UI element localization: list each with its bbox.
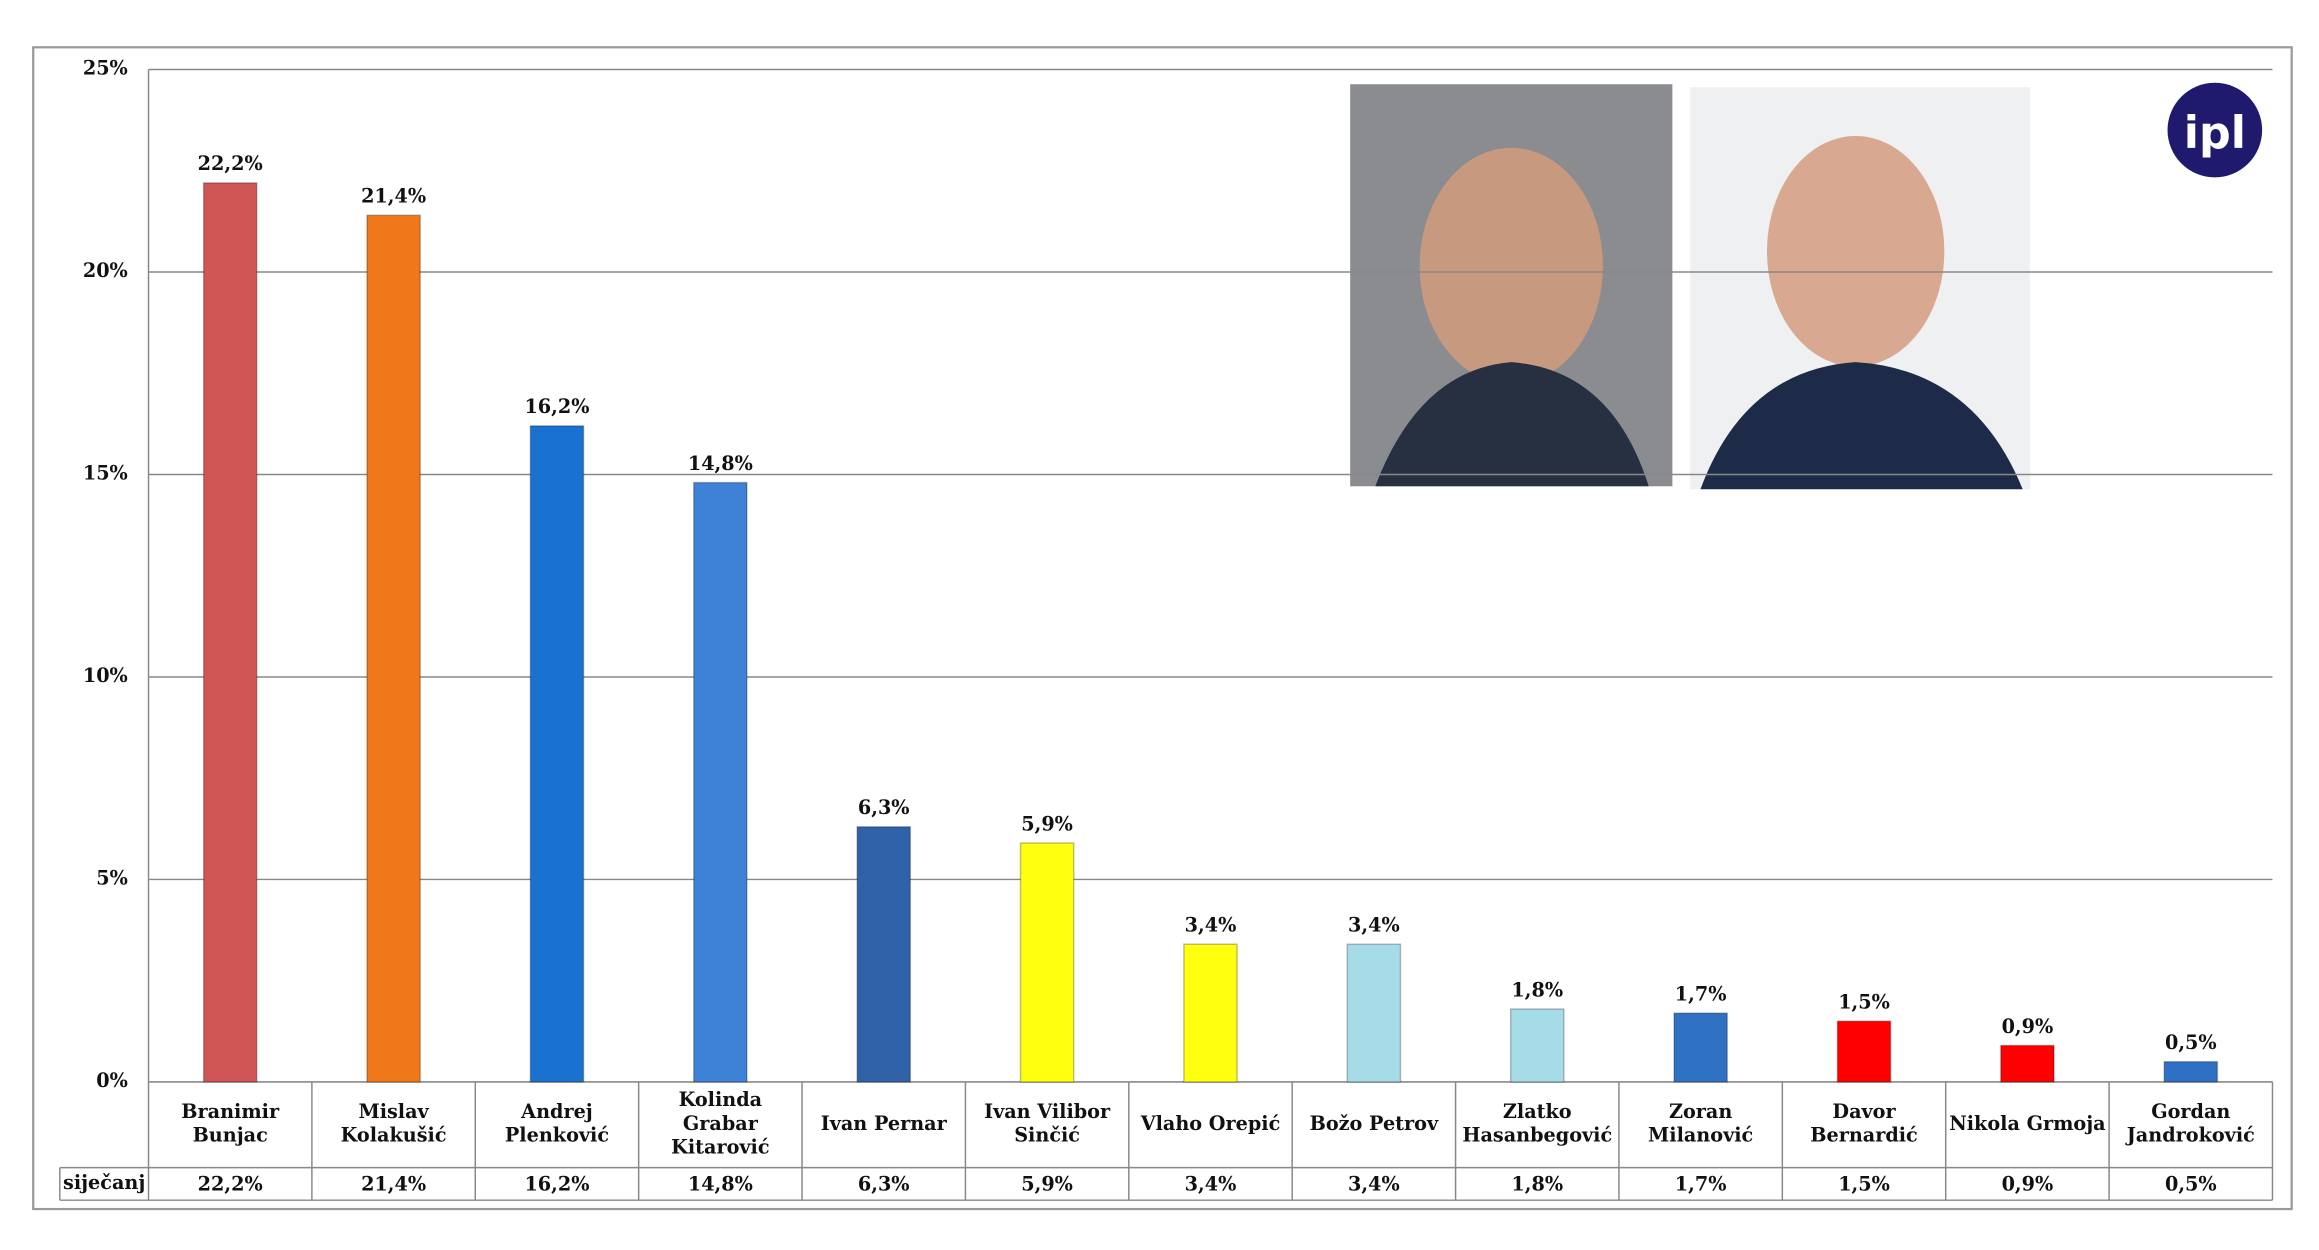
data-label: 0,9% [2002,1015,2054,1038]
bar [366,214,421,1083]
bar [1836,1020,1892,1083]
table-cell: 16,2% [524,1172,589,1195]
y-tick-label: 5% [96,866,128,889]
x-tick-label: Vlaho Orepić [1140,1112,1281,1135]
table-cell: 6,3% [858,1172,910,1195]
table-row-label: siječanj [63,1171,145,1194]
table-cell: 21,4% [361,1172,426,1195]
bar [2000,1044,2055,1083]
bar [693,481,748,1083]
logo-text: ipl [2184,108,2246,159]
x-tick-label: Andrej Plenković [505,1100,609,1147]
y-tick-label: 15% [83,461,128,484]
bar [1019,842,1075,1083]
y-tick-label: 10% [83,664,128,687]
data-label: 16,2% [524,395,589,418]
x-tick-label: Zlatko Hasanbegović [1462,1100,1612,1147]
bar [202,182,258,1083]
table-cell: 1,5% [1838,1172,1890,1195]
bar [2163,1060,2219,1083]
table-cell: 22,2% [198,1172,263,1195]
data-label: 6,3% [858,796,910,819]
photo-face [1766,135,1945,367]
table-cell: 5,9% [1021,1172,1073,1195]
table-cell: 14,8% [688,1172,753,1195]
data-label: 21,4% [361,185,426,208]
data-label: 1,7% [1675,982,1727,1005]
y-tick-label: 25% [83,56,128,79]
table-cell: 1,7% [1675,1172,1727,1195]
bar [1183,943,1238,1083]
photo-body [1700,362,2023,490]
x-tick-label: Davor Bernardić [1810,1100,1918,1147]
y-tick-label: 0% [96,1069,128,1092]
bar [1509,1008,1565,1083]
table-cell: 0,5% [2165,1172,2217,1195]
data-label: 14,8% [688,452,753,475]
data-label: 0,5% [2165,1031,2217,1054]
table-cell: 3,4% [1348,1172,1400,1195]
table-cell: 1,8% [1511,1172,1563,1195]
y-tick-label: 20% [83,259,128,282]
x-tick-label: Branimir Bunjac [181,1100,280,1147]
data-label: 1,8% [1511,978,1563,1001]
table-cell: 0,9% [2002,1172,2054,1195]
x-tick-label: Ivan Vilibor Sinčić [984,1100,1111,1147]
x-tick-label: Mislav Kolakušić [341,1100,447,1147]
x-tick-label: Ivan Pernar [821,1112,948,1135]
data-label: 3,4% [1348,914,1400,937]
bar [1673,1012,1728,1083]
x-tick-label: Božo Petrov [1310,1112,1439,1135]
x-tick-label: Zoran Milanović [1648,1100,1753,1147]
data-label: 22,2% [198,152,263,175]
x-tick-label: Kolinda Grabar Kitarović [671,1088,769,1158]
data-label: 3,4% [1185,914,1237,937]
bar [529,425,585,1083]
photo-face [1419,147,1603,385]
table-cell: 3,4% [1185,1172,1237,1195]
photo-body [1375,362,1649,487]
data-label: 5,9% [1021,812,1073,835]
bar [1346,943,1402,1083]
data-label: 1,5% [1838,990,1890,1013]
logo [2167,82,2263,178]
bar [856,826,912,1083]
x-tick-label: Gordan Jandroković [2125,1100,2255,1147]
x-tick-label: Nikola Grmoja [1949,1112,2105,1135]
